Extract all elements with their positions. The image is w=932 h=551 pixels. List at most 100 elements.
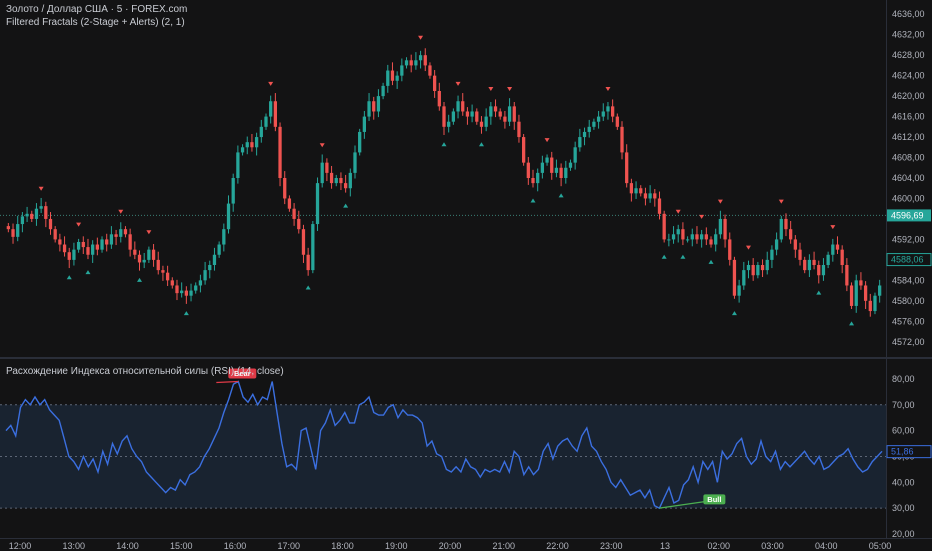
time-tick-label: 20:00 — [439, 541, 462, 551]
candle-body — [461, 101, 465, 112]
candle-body — [662, 213, 666, 240]
time-tick-label: 04:00 — [815, 541, 838, 551]
fractal-up-marker — [343, 203, 349, 208]
price-tick-label: 4572,00 — [892, 337, 925, 347]
fractal-up-marker — [708, 259, 714, 264]
price-tick-label: 4592,00 — [892, 234, 925, 244]
pane-separator[interactable] — [0, 357, 932, 359]
rsi-legend[interactable]: Расхождение Индекса относительной силы (… — [6, 366, 284, 377]
rsi-chart-svg[interactable]: Bear Bull — [0, 362, 886, 538]
candle-body — [259, 126, 263, 138]
candle-body — [821, 265, 826, 276]
candle-body — [732, 259, 737, 296]
candle-body — [418, 55, 423, 61]
candle-body — [292, 208, 296, 219]
candle-body — [676, 229, 680, 235]
candle-body — [545, 157, 549, 163]
candle-body — [137, 254, 142, 263]
candle-body — [826, 254, 830, 265]
time-tick-label: 18:00 — [331, 541, 354, 551]
candle-body — [770, 249, 774, 260]
candle-body — [376, 96, 381, 112]
candle-body — [16, 224, 20, 237]
candle-body — [559, 167, 563, 178]
candle-body — [742, 270, 746, 286]
candle-body — [681, 229, 685, 240]
candle-body — [404, 60, 409, 66]
price-axis[interactable]: 4636,00 4632,00 4628,00 4624,00 4620,00 4616,… — [886, 0, 932, 539]
candle-body — [564, 167, 568, 178]
fractal-up-marker — [661, 254, 667, 259]
candle-body — [339, 178, 343, 184]
fractal-up-marker — [849, 321, 855, 326]
candle-body — [695, 234, 699, 240]
fractal-up-marker — [530, 198, 536, 203]
candle-body — [226, 203, 231, 230]
time-tick-label: 21:00 — [492, 541, 515, 551]
candle-body — [465, 111, 470, 117]
price-tick-label: 4584,00 — [892, 275, 925, 285]
candle-body — [329, 172, 334, 184]
bear-label-box — [228, 368, 257, 379]
candle-body — [878, 285, 882, 296]
price-tick-label: 4636,00 — [892, 9, 925, 19]
time-tick-label: 13 — [660, 541, 670, 551]
price-tick-label: 4616,00 — [892, 112, 925, 122]
rsi-tick-label: 80,00 — [892, 374, 915, 384]
fractal-down-marker — [699, 214, 705, 219]
time-tick-label: 19:00 — [385, 541, 408, 551]
candle-body — [774, 239, 779, 250]
candle-body — [62, 244, 67, 253]
candle-body — [184, 290, 188, 296]
candle-body — [273, 101, 277, 127]
candle-body — [573, 147, 577, 163]
price-chart-pane[interactable] — [0, 0, 886, 355]
candle-body — [72, 249, 76, 260]
candle-body — [254, 137, 259, 148]
rsi-indicator-pane[interactable]: Bear Bull — [0, 362, 886, 538]
time-tick-label: 13:00 — [62, 541, 85, 551]
time-axis[interactable]: 12:00 13:00 14:00 15:00 16:00 17:00 18:00 19:00… — [0, 538, 932, 551]
candle-body — [653, 193, 657, 199]
candle-body — [114, 234, 118, 237]
fractal-up-marker — [85, 270, 91, 275]
candle-body — [25, 213, 29, 217]
fractal-down-marker — [488, 86, 494, 91]
price-tick-label: 4576,00 — [892, 316, 925, 326]
rsi-tick-label: 70,00 — [892, 400, 915, 410]
price-tick-label: 4580,00 — [892, 296, 925, 306]
candle-body — [718, 218, 723, 235]
candle-body — [582, 131, 587, 138]
candle-body — [498, 111, 502, 117]
candle-body — [620, 126, 624, 153]
candle-body — [30, 213, 34, 219]
bear-label: Bear — [234, 369, 251, 378]
candle-body — [470, 111, 474, 117]
candle-body — [526, 162, 530, 178]
candle-body — [34, 208, 39, 219]
candle-body — [723, 218, 727, 240]
price-chart-svg[interactable] — [0, 0, 886, 355]
symbol-legend[interactable]: Золото / Доллар США · 5 · FOREX.com — [6, 4, 188, 15]
candle-body — [151, 249, 156, 260]
candle-body — [208, 265, 212, 271]
candle-body — [86, 247, 90, 255]
candle-body — [484, 116, 488, 127]
candle-body — [447, 121, 451, 127]
fractal-down-marker — [605, 86, 611, 91]
fractal-up-marker — [816, 290, 822, 295]
candle-body — [95, 244, 99, 250]
fractal-up-marker — [680, 254, 686, 259]
candle-body — [386, 70, 390, 86]
candle-body — [784, 218, 788, 230]
candle-body — [625, 152, 629, 184]
candle-body — [123, 229, 128, 235]
candle-body — [362, 116, 367, 132]
candle-body — [194, 285, 198, 291]
candle-body — [817, 265, 821, 276]
study-legend[interactable]: Filtered Fractals (2-Stage + Alerts) (2,… — [6, 17, 185, 28]
candle-body — [550, 157, 554, 173]
rsi-band — [0, 404, 886, 509]
candle-body — [325, 162, 329, 173]
candle-body — [306, 254, 310, 271]
